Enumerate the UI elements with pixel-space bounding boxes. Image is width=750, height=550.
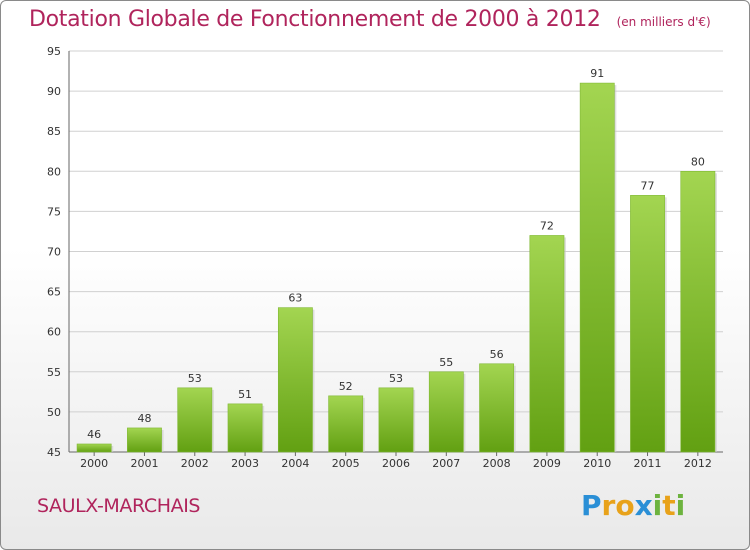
commune-name: SAULX-MARCHAIS bbox=[37, 495, 201, 517]
y-tick-label: 45 bbox=[47, 446, 61, 459]
bar bbox=[630, 195, 665, 453]
x-tick-label: 2009 bbox=[533, 457, 561, 470]
data-label: 91 bbox=[590, 67, 604, 80]
bar bbox=[579, 82, 615, 453]
bar bbox=[277, 307, 313, 453]
data-label: 56 bbox=[490, 348, 504, 361]
chart-subtitle: (en milliers d'€) bbox=[616, 15, 711, 29]
y-tick-label: 60 bbox=[47, 326, 61, 339]
bars bbox=[76, 82, 717, 453]
data-label: 53 bbox=[389, 372, 403, 385]
logo-letter: r bbox=[601, 489, 616, 522]
bar bbox=[680, 171, 716, 453]
bar bbox=[378, 387, 414, 453]
x-tick-label: 2001 bbox=[130, 457, 158, 470]
proxiti-logo[interactable]: Proxiti bbox=[581, 489, 685, 522]
data-label: 63 bbox=[288, 292, 302, 305]
data-label: 55 bbox=[439, 356, 453, 369]
logo-letter: o bbox=[615, 489, 635, 522]
logo-letter: i bbox=[675, 489, 686, 522]
x-tick-label: 2012 bbox=[684, 457, 712, 470]
x-tick-label: 2007 bbox=[432, 457, 460, 470]
y-tick-label: 90 bbox=[47, 85, 61, 98]
logo-letter: P bbox=[581, 489, 602, 522]
chart-title: Dotation Globale de Fonctionnement de 20… bbox=[29, 7, 601, 32]
data-label: 80 bbox=[691, 155, 705, 168]
y-tick-label: 75 bbox=[47, 205, 61, 218]
logo-letter: t bbox=[662, 489, 676, 522]
data-label: 51 bbox=[238, 388, 252, 401]
x-tick-label: 2011 bbox=[634, 457, 662, 470]
data-label: 77 bbox=[641, 179, 655, 192]
bar bbox=[529, 235, 565, 453]
y-tick-label: 65 bbox=[47, 286, 61, 299]
y-tick-label: 95 bbox=[47, 45, 61, 58]
bar bbox=[328, 395, 364, 453]
data-label: 53 bbox=[188, 372, 202, 385]
x-tick-label: 2003 bbox=[231, 457, 259, 470]
bar bbox=[479, 363, 515, 453]
data-labels: 46 48 53 51 63 52 53 55 56 72 91 77 80 bbox=[87, 67, 705, 441]
y-tick-label: 85 bbox=[47, 125, 61, 138]
x-tick-label: 2004 bbox=[281, 457, 309, 470]
x-tick-label: 2000 bbox=[80, 457, 108, 470]
y-tick-label: 50 bbox=[47, 406, 61, 419]
bar bbox=[76, 443, 112, 453]
x-tick-label: 2005 bbox=[332, 457, 360, 470]
y-tick-label: 70 bbox=[47, 246, 61, 259]
logo-letter: i bbox=[652, 489, 663, 522]
x-tick-label: 2008 bbox=[483, 457, 511, 470]
x-tick-label: 2002 bbox=[181, 457, 209, 470]
data-label: 48 bbox=[137, 412, 151, 425]
bar bbox=[177, 387, 213, 453]
title-row: Dotation Globale de Fonctionnement de 20… bbox=[29, 7, 711, 41]
y-tick-label: 80 bbox=[47, 165, 61, 178]
data-label: 52 bbox=[339, 380, 353, 393]
x-tick-label: 2006 bbox=[382, 457, 410, 470]
bar bbox=[227, 403, 263, 453]
bar bbox=[127, 427, 162, 453]
logo-letter: x bbox=[634, 489, 653, 522]
y-tick-label: 55 bbox=[47, 366, 61, 379]
x-tick-label: 2010 bbox=[583, 457, 611, 470]
data-label: 46 bbox=[87, 428, 101, 441]
bar bbox=[428, 371, 464, 453]
tick-labels: 45 50 55 60 65 70 75 80 85 90 95 2000 2001 2002 2003 20… bbox=[47, 45, 712, 470]
data-label: 72 bbox=[540, 219, 554, 232]
